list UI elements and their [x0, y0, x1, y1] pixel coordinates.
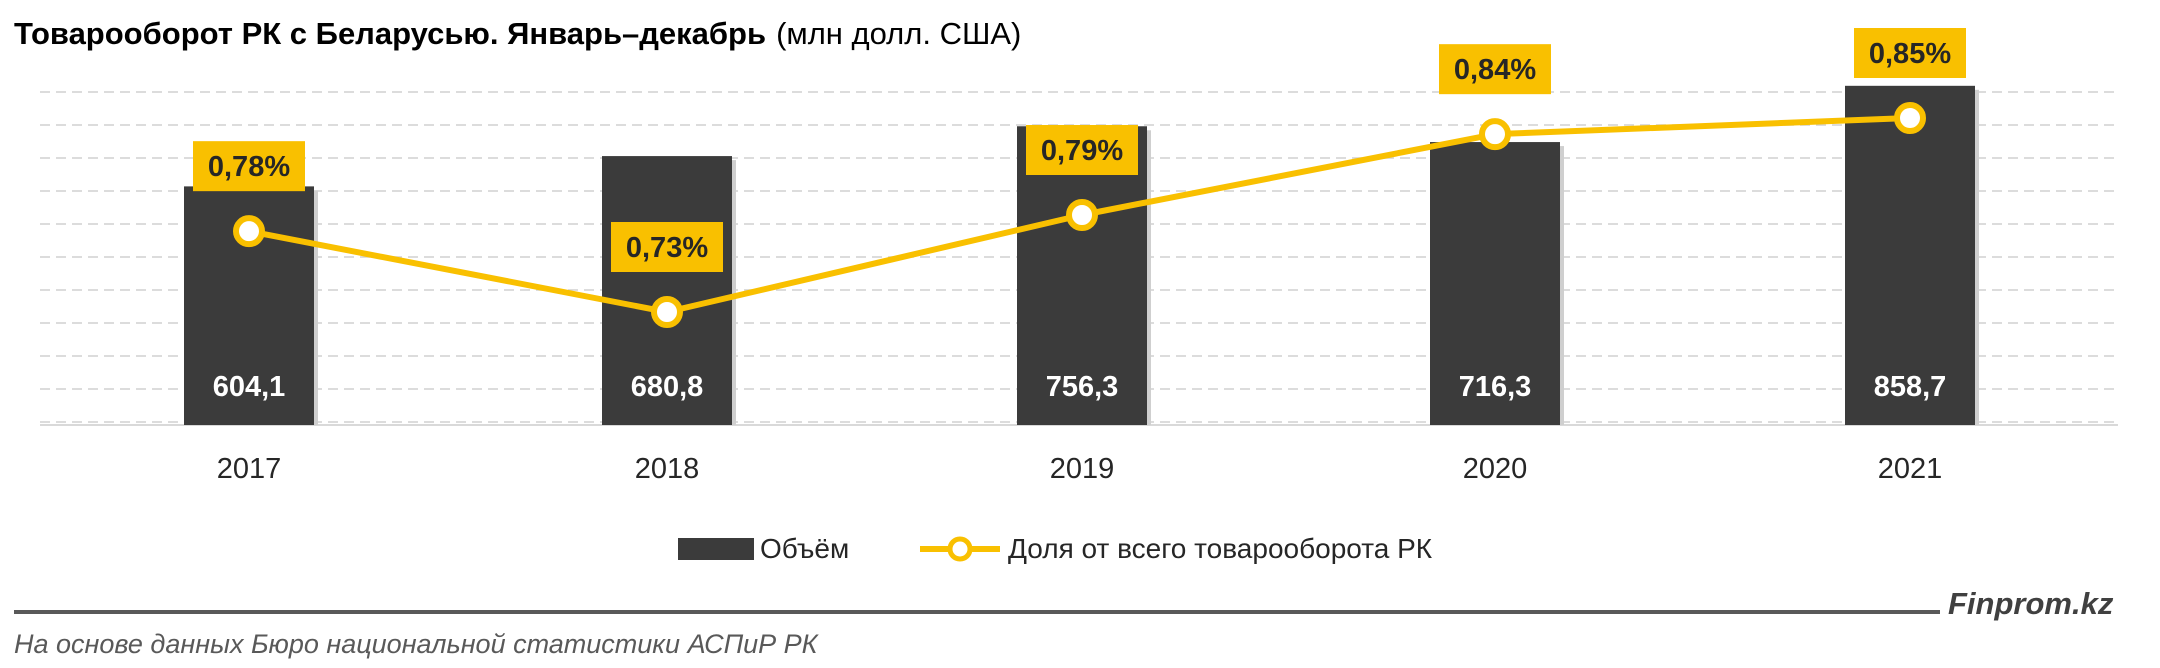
bar-value-label: 680,8 [631, 371, 704, 403]
line-label-box [1026, 125, 1138, 175]
x-tick-label: 2020 [1463, 453, 1528, 485]
chart-title-main: Товарооборот РК с Беларусью. Январь–дека… [14, 16, 766, 51]
legend-swatch-bar [678, 538, 754, 560]
bar-value-label: 858,7 [1874, 371, 1947, 403]
bar-series [184, 85, 1979, 426]
legend-swatch-marker [947, 536, 973, 562]
x-axis-tick-labels: 2017 2018 2019 2020 2021 [217, 453, 1943, 485]
line-marker [1066, 199, 1098, 231]
x-tick-label: 2017 [217, 453, 282, 485]
chart-title: Товарооборот РК с Беларусью. Январь–дека… [14, 16, 1021, 51]
line-marker [651, 296, 683, 328]
line-value-labels: 0,78% 0,73% 0,79% 0,84% 0,85% [193, 28, 1966, 272]
x-tick-label: 2021 [1878, 453, 1943, 485]
footer-source: На основе данных Бюро национальной стати… [14, 629, 820, 659]
line-value-label: 0,85% [1869, 38, 1951, 70]
bar-value-label: 604,1 [213, 371, 286, 403]
bar [1845, 85, 1975, 425]
bar [1430, 142, 1560, 425]
bar-value-label: 716,3 [1459, 371, 1532, 403]
line-label-box [193, 141, 305, 192]
bar-value-labels: 604,1 680,8 756,3 716,3 858,7 [213, 371, 1947, 403]
bar [602, 156, 732, 426]
legend-label-line: Доля от всего товарооборота РК [1008, 533, 1433, 564]
bar [1017, 126, 1147, 425]
line-marker [233, 215, 265, 248]
line-value-label: 0,78% [208, 151, 290, 183]
footer-brand: Finprom.kz [1948, 586, 2114, 621]
chart-title-unit: (млн долл. США) [776, 16, 1021, 51]
line-label-box [611, 222, 723, 272]
bar-value-label: 756,3 [1046, 371, 1119, 403]
line-label-box [1439, 44, 1551, 95]
line-label-box [1854, 28, 1966, 78]
x-tick-label: 2019 [1050, 453, 1115, 485]
line-series [233, 102, 1926, 328]
legend: Объём Доля от всего товарооборота РК [678, 533, 1433, 564]
line-value-label: 0,84% [1454, 54, 1536, 86]
line-value-label: 0,73% [626, 232, 708, 264]
line-marker [1479, 118, 1511, 151]
line-value-label: 0,79% [1041, 135, 1123, 167]
line-marker [1894, 102, 1926, 134]
legend-label-bar: Объём [760, 533, 849, 564]
x-tick-label: 2018 [635, 453, 700, 485]
